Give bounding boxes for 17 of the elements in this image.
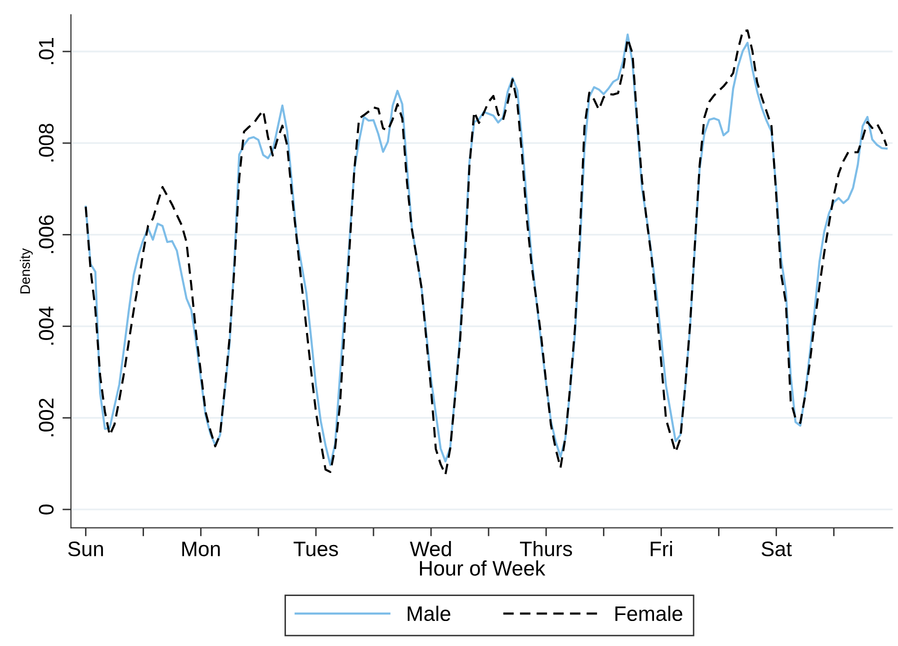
y-axis-title: Density	[20, 248, 33, 294]
y-tick-label: .01	[38, 38, 54, 64]
x-tick-label: Wed	[410, 540, 451, 556]
legend-label: Female	[615, 606, 682, 622]
x-tick-label: Fri	[650, 540, 672, 556]
y-tick-label: 0	[38, 504, 54, 514]
y-tick-label: .004	[38, 306, 54, 345]
x-tick-label: Mon	[182, 542, 220, 556]
y-tick-label: .002	[38, 398, 54, 436]
y-tick-label: .008	[38, 124, 54, 162]
x-tick-label: Sat	[762, 542, 792, 556]
x-tick-label: Thurs	[520, 540, 572, 556]
x-tick-label: Sun	[68, 542, 103, 556]
x-axis-title: Hour of Week	[420, 560, 546, 576]
x-tick-label: Tues	[294, 542, 338, 556]
legend-label: Male	[408, 606, 450, 622]
y-tick-label: .006	[38, 215, 54, 254]
